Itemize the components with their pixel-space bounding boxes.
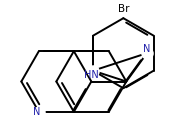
Text: Br: Br (118, 4, 129, 14)
Text: HN: HN (84, 70, 99, 80)
Text: N: N (33, 107, 41, 117)
Text: N: N (143, 44, 150, 54)
